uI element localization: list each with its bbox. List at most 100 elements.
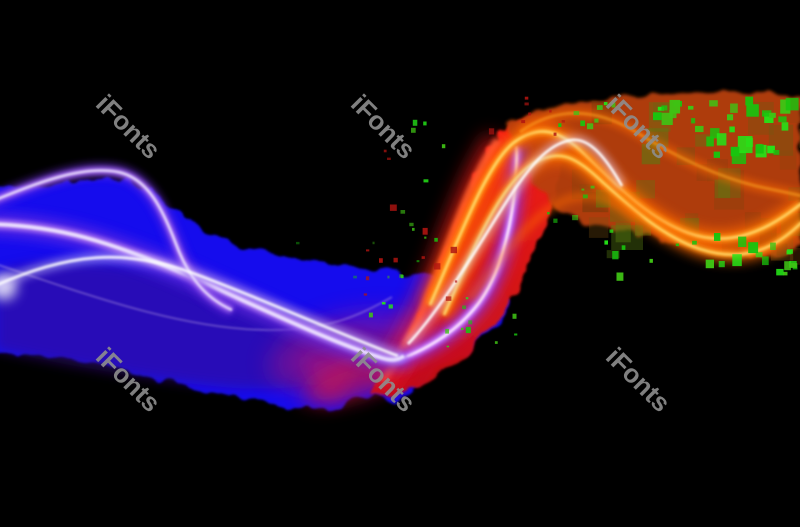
orange-strand-1	[422, 123, 800, 309]
green-speck	[399, 274, 403, 278]
green-speck	[773, 150, 780, 155]
green-speck	[553, 218, 558, 223]
green-speck	[488, 128, 495, 135]
green-speck	[366, 249, 370, 252]
green-speck	[387, 275, 390, 279]
green-speck	[353, 275, 357, 279]
green-speck	[738, 236, 747, 247]
green-speck	[705, 259, 714, 269]
green-speck	[423, 179, 429, 183]
green-speck	[764, 112, 774, 123]
green-speck	[746, 104, 759, 117]
green-speck	[422, 227, 428, 235]
noise-block	[789, 248, 800, 265]
green-speck	[649, 258, 653, 263]
green-speck	[409, 222, 414, 227]
noise-block	[776, 243, 788, 256]
green-speck	[695, 125, 704, 133]
green-speck	[767, 145, 775, 154]
noise-base-shape	[505, 92, 800, 256]
green-speck	[784, 261, 791, 271]
lower-white-band	[0, 252, 400, 361]
green-speck	[716, 133, 727, 146]
green-speck	[748, 242, 759, 254]
green-speck	[789, 263, 797, 268]
green-speck	[581, 188, 585, 191]
green-speck	[434, 263, 441, 270]
green-speck	[781, 122, 789, 131]
orange-strand-2	[437, 148, 800, 318]
green-speck	[710, 128, 720, 139]
green-speck	[669, 99, 681, 114]
green-speck	[730, 146, 740, 157]
green-speck	[445, 328, 449, 334]
green-speck	[612, 251, 619, 260]
green-speck	[365, 276, 370, 281]
green-speck	[706, 136, 714, 147]
green-speck	[691, 118, 696, 124]
hump-strand	[0, 163, 236, 317]
green-speck	[714, 233, 721, 241]
green-speck	[609, 229, 614, 233]
green-speck	[675, 243, 679, 247]
red-tail-fuzz	[302, 358, 402, 406]
orange-ribbons	[422, 108, 800, 318]
green-speck	[737, 136, 753, 154]
green-speck	[434, 237, 438, 242]
green-speck	[549, 109, 552, 113]
green-speck	[379, 258, 383, 263]
green-speck	[389, 204, 397, 211]
green-speck	[421, 256, 425, 259]
green-speck	[745, 96, 754, 106]
green-speck	[776, 268, 784, 276]
green-speck	[423, 121, 427, 126]
green-speck	[553, 132, 557, 136]
green-speck	[465, 297, 469, 300]
green-speck	[657, 106, 665, 111]
green-speck	[445, 296, 452, 301]
orange-strand-3	[517, 108, 800, 201]
green-speck	[441, 144, 446, 149]
lavender-ribbons	[0, 163, 411, 371]
green-speck	[388, 304, 393, 309]
green-speck	[547, 212, 550, 215]
left-main-band	[0, 213, 411, 371]
green-speck	[572, 215, 579, 221]
green-speck	[462, 305, 467, 310]
green-speck	[412, 227, 415, 231]
green-speck	[762, 110, 772, 117]
noise-block	[588, 217, 609, 238]
green-speck	[372, 241, 375, 245]
green-speck	[524, 96, 529, 100]
green-speck	[755, 144, 764, 154]
green-speck	[424, 236, 427, 239]
green-speck	[582, 194, 588, 199]
green-speck	[412, 119, 418, 126]
green-speck	[383, 149, 387, 153]
green-speck	[494, 341, 498, 344]
green-speck	[621, 245, 626, 250]
thin-faint-strand	[0, 264, 393, 331]
green-speck	[296, 241, 300, 245]
green-speck	[368, 312, 373, 318]
green-speck	[596, 105, 603, 110]
green-speck	[616, 272, 624, 281]
green-speck	[465, 326, 471, 334]
green-speck	[558, 123, 562, 127]
noise-block	[714, 179, 731, 199]
green-speck	[732, 254, 742, 267]
green-speck	[590, 185, 595, 189]
orange-strand-4	[466, 192, 643, 303]
green-speck	[514, 333, 518, 336]
noise-block	[611, 225, 643, 250]
green-speck	[709, 100, 718, 107]
green-speck	[778, 116, 787, 123]
green-speck	[661, 105, 668, 111]
green-speck	[524, 102, 529, 106]
green-speck	[561, 120, 565, 123]
green-speck	[363, 293, 368, 296]
green-speck	[755, 252, 763, 258]
green-speck	[521, 120, 526, 124]
green-speck	[468, 320, 473, 325]
